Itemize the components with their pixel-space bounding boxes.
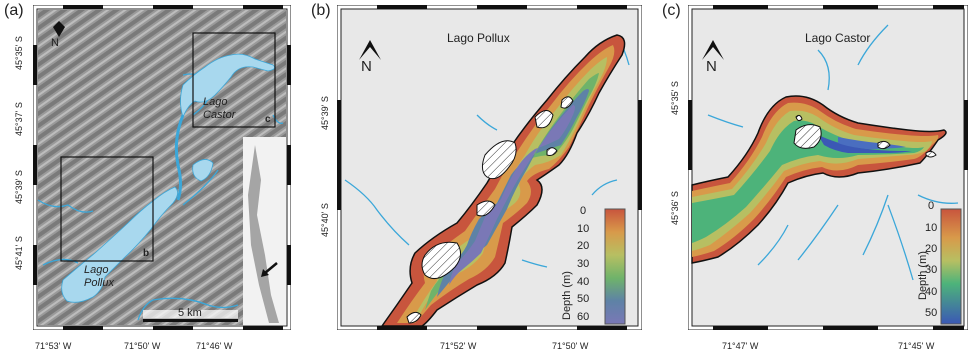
panel-b-label: (b)	[311, 2, 331, 19]
c-lat-1: 45°35' S	[670, 81, 680, 115]
c-lon-1: 71°47' W	[722, 341, 759, 351]
c-cb-tick-1: 10	[925, 222, 938, 234]
bathymetry-map-castor	[688, 5, 968, 330]
islands-c	[793, 114, 937, 158]
overview-small-lake	[192, 159, 214, 182]
b-cb-tick-6: 60	[577, 311, 590, 323]
box-label-c: c	[265, 114, 271, 125]
rivers-c	[707, 24, 959, 281]
a-lon-3: 71°46' W	[196, 341, 233, 351]
c-cb-tick-5: 50	[925, 307, 938, 319]
overview-lago-castor	[180, 53, 276, 119]
panel-c-label: (c)	[662, 2, 681, 19]
bathymetry-map-pollux	[337, 5, 642, 330]
rivers	[37, 73, 284, 321]
box-c	[192, 32, 276, 128]
a-lon-2: 71°50' W	[124, 341, 161, 351]
scalebar	[143, 318, 238, 322]
overview-map	[33, 5, 291, 330]
label-lago-castor-1: Lago	[203, 96, 228, 108]
scalebar-label: 5 km	[178, 307, 202, 319]
a-lat-3: 45°39' S	[14, 170, 24, 204]
colorbar-c	[940, 208, 962, 325]
north-label-a: N	[51, 37, 59, 49]
title-lago-castor: Lago Castor	[805, 31, 871, 45]
c-cb-tick-2: 20	[925, 243, 938, 255]
north-label-b: N	[361, 58, 372, 75]
b-cb-tick-1: 10	[577, 223, 590, 235]
label-lago-castor-2: Castor	[203, 109, 236, 121]
c-cb-tick-4: 40	[925, 286, 938, 298]
b-cb-tick-4: 40	[577, 276, 590, 288]
b-cb-tick-2: 20	[577, 240, 590, 252]
label-lago-pollux-2: Pollux	[84, 277, 114, 289]
a-lat-1: 45°35' S	[14, 36, 24, 70]
box-b	[60, 156, 154, 262]
c-cb-tick-3: 30	[925, 264, 938, 276]
b-lat-2: 45°40' S	[320, 203, 330, 237]
islands-b	[406, 96, 574, 324]
inset-arrow	[264, 262, 278, 274]
a-lon-1: 71°53' W	[35, 341, 72, 351]
label-lago-pollux-1: Lago	[84, 264, 109, 276]
c-lon-2: 71°45' W	[898, 341, 935, 351]
a-lat-4: 45°41' S	[14, 236, 24, 270]
north-arrow-c	[702, 40, 724, 60]
panel-a-label: (a)	[4, 2, 24, 19]
b-cb-tick-5: 50	[577, 293, 590, 305]
b-colorbar-title: Depth (m)	[561, 271, 573, 320]
b-lon-1: 71°52' W	[440, 341, 477, 351]
b-lat-1: 45°39' S	[320, 96, 330, 130]
overview-lago-pollux	[61, 186, 178, 303]
title-lago-pollux: Lago Pollux	[447, 31, 510, 45]
b-cb-tick-3: 30	[577, 258, 590, 270]
b-lon-2: 71°50' W	[552, 341, 589, 351]
colorbar-b	[604, 208, 626, 325]
north-label-c: N	[706, 58, 717, 75]
box-label-b: b	[143, 248, 150, 259]
a-lat-2: 45°37' S	[14, 102, 24, 136]
b-cb-tick-0: 0	[580, 205, 587, 217]
north-arrow-b	[359, 40, 381, 60]
c-cb-tick-0: 0	[928, 200, 935, 212]
c-lat-2: 45°36' S	[670, 191, 680, 225]
north-arrow-a	[53, 21, 65, 37]
